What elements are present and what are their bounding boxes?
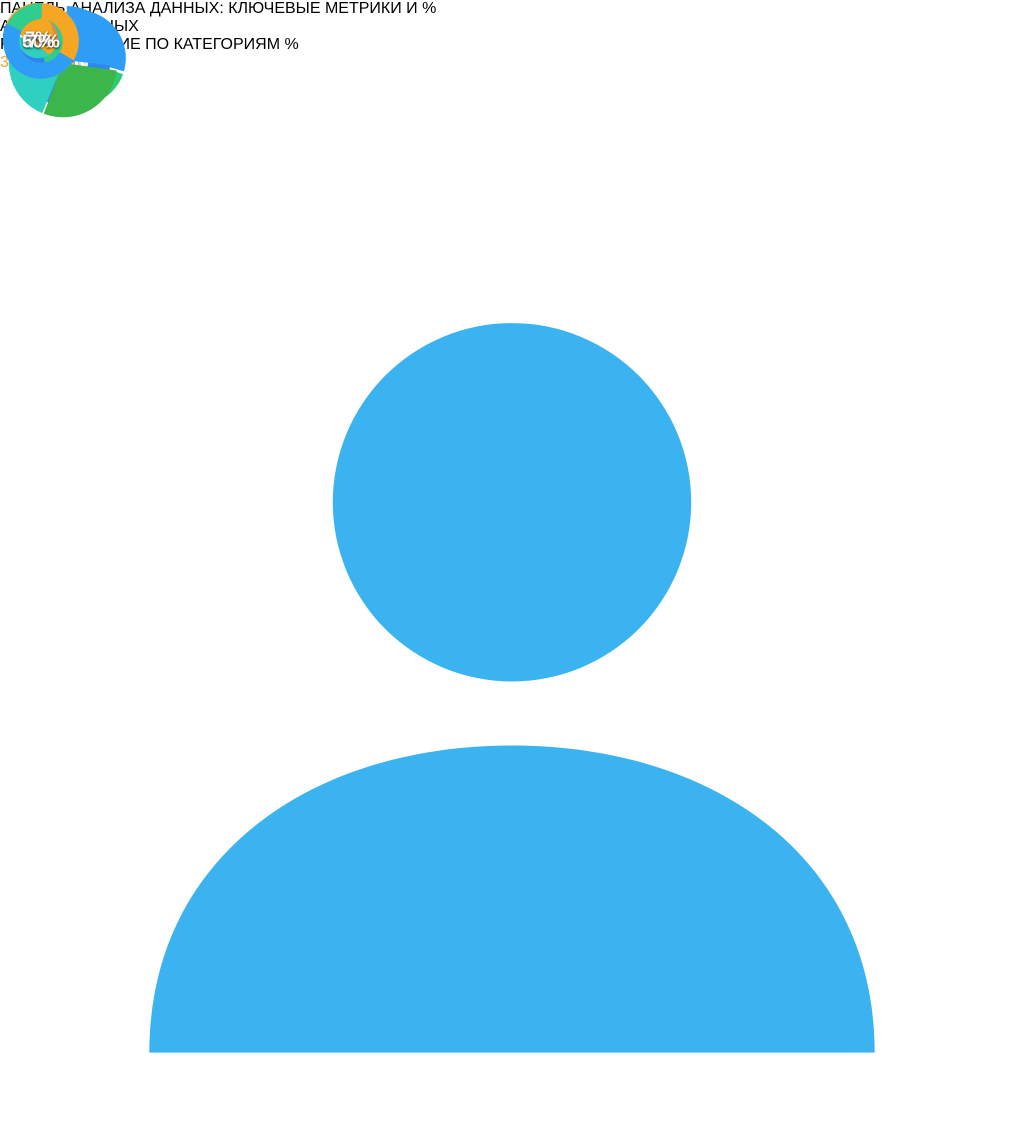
panel-category-distribution-top: РАСПРЕДЕЛЕНИЕ ПО КАТЕГОРИЯМ % %33%35% 3.… xyxy=(0,10,1024,1144)
title-line-2: АНАЛИЗ ДАННЫХ xyxy=(0,18,1024,36)
dashboard-grid: РАСПРЕДЕЛЕНИЕ ПО КАТЕГОРИЯМ % %33%35% 3.… xyxy=(0,3,1024,1144)
dashboard-title: ПАНЕЛЬ АНАЛИЗА ДАННЫХ: КЛЮЧЕВЫЕ МЕТРИКИ … xyxy=(0,0,1024,36)
category-donut-and-metrics: %33%35% 3. 100%$5. 600%3. 195%6. 75% xyxy=(0,10,1024,1144)
key-metrics-list: 3. 100%$5. 600%3. 195%6. 75% xyxy=(0,178,1024,1144)
svg-text:7%: 7% xyxy=(25,28,51,49)
left-column: РАСПРЕДЕЛЕНИЕ ПО КАТЕГОРИЯМ % %33%35% 3.… xyxy=(0,10,1024,1144)
svg-text:60%: 60% xyxy=(22,31,60,52)
svg-text:7%: 7% xyxy=(25,28,51,49)
svg-text:7%: 7% xyxy=(27,31,54,52)
svg-text:5%: 5% xyxy=(25,28,51,49)
panel-title: РАСПРЕДЕЛЕНИЕ ПО КАТЕГОРИЯМ % xyxy=(0,36,299,53)
svg-text:50%: 50% xyxy=(22,31,60,52)
right-bottom-donut-3-svg: 7% xyxy=(3,3,79,79)
metric-row: 3. 100% xyxy=(0,178,1024,1144)
title-line-1: ПАНЕЛЬ АНАЛИЗА ДАННЫХ: КЛЮЧЕВЫЕ МЕТРИКИ … xyxy=(0,0,437,17)
